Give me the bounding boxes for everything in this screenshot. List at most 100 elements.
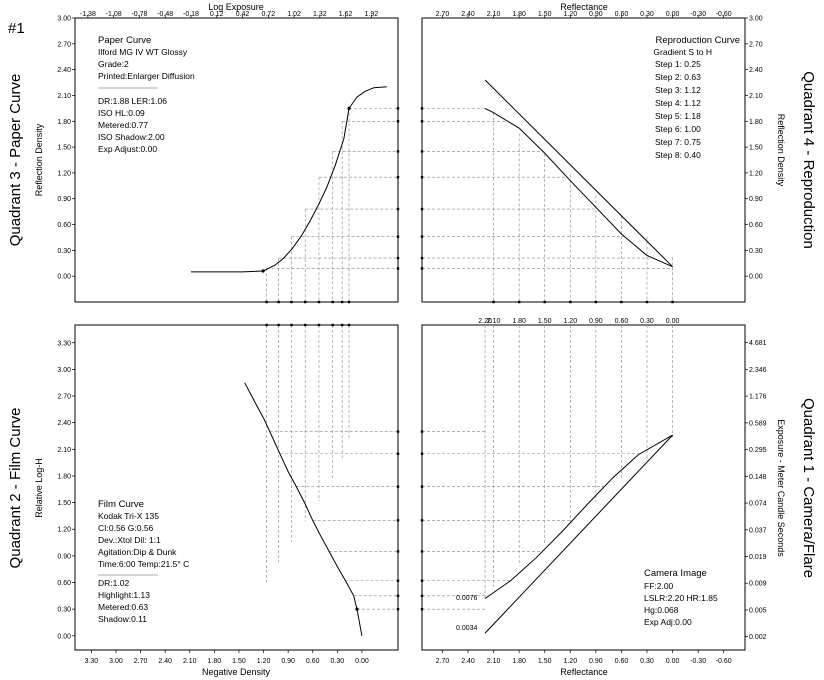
curve-endpoint-marker — [261, 269, 265, 273]
repro-info-line: Step 8: 0.40 — [655, 150, 701, 160]
step-marker — [420, 256, 424, 260]
q1-x-tick-label: 2.70 — [436, 658, 450, 665]
q4-y-tick-label: 2.70 — [749, 41, 763, 48]
q1-x-tick-label: 0.90 — [589, 658, 603, 665]
q1-x-tick-label: 0.30 — [640, 658, 654, 665]
q4-y-tick-label: 0.00 — [749, 274, 763, 281]
q1-x-tick-label: 1.80 — [512, 658, 526, 665]
step-marker — [396, 107, 400, 110]
q2-y-tick-label: 0.30 — [57, 607, 71, 614]
q4-x-tick-label: -0.30 — [690, 11, 706, 18]
step-marker — [290, 300, 293, 304]
q1-y-tick-label: 0.589 — [749, 420, 767, 427]
q2-y-tick-label: 2.40 — [57, 420, 71, 427]
q1-top-tick-label: 0.00 — [666, 318, 680, 325]
step-marker — [620, 300, 623, 304]
q1-y-tick-label: 0.074 — [749, 501, 767, 508]
q3-y-tick-label: 0.00 — [57, 274, 71, 281]
paper-curve-info: Paper Curve Ilford MG IV WT Glossy Grade… — [98, 35, 195, 154]
q1-y-tick-label: 0.037 — [749, 527, 767, 534]
q3-x-tick-label: 1.62 — [339, 11, 353, 18]
q1-x-tick-label: 1.50 — [538, 658, 552, 665]
curve-endpoint-marker — [347, 106, 351, 110]
q1-y-tick-label: 1.176 — [749, 394, 767, 401]
step-marker — [396, 267, 400, 270]
q1-x-tick-label: 2.40 — [461, 658, 475, 665]
flare-curve-line — [484, 434, 673, 599]
step-marker — [290, 323, 293, 327]
q2-y-tick-label: 1.20 — [57, 527, 71, 534]
q1-top-tick-label: 0.30 — [640, 318, 654, 325]
q3-x-tick-label: -0.18 — [183, 11, 199, 18]
paper-info-line: Grade:2 — [98, 59, 129, 69]
q1-top-tick-label: 0.60 — [615, 318, 629, 325]
q3-x-tick-label: 0.42 — [236, 11, 250, 18]
paper-curve-line — [191, 86, 387, 273]
step-marker — [420, 207, 424, 211]
film-info-line: Time:6:00 Temp:21.5° C — [98, 559, 189, 569]
step-marker — [396, 150, 400, 153]
step-marker — [420, 235, 424, 238]
q2-y-tick-label: 1.80 — [57, 473, 71, 480]
step-marker — [304, 300, 307, 304]
repro-info-line: Step 5: 1.18 — [655, 111, 701, 121]
step-markers — [261, 106, 674, 611]
step-marker — [396, 579, 400, 582]
q1-x-tick-label: -0.30 — [690, 658, 706, 665]
step-marker — [420, 485, 424, 488]
camera-info-title: Camera Image — [644, 568, 707, 579]
step-marker — [396, 519, 400, 522]
quadrant-4-label: Quadrant 4 - Reproduction — [800, 71, 817, 249]
q3-y-tick-label: 2.10 — [57, 93, 71, 100]
q2-y-tick-label: 0.00 — [57, 633, 71, 640]
q4-y-tick-label: 1.50 — [749, 145, 763, 152]
q2-y-tick-label: 0.60 — [57, 580, 71, 587]
step-marker — [420, 176, 424, 179]
repro-info-line: Step 4: 1.12 — [655, 98, 701, 108]
q4-y-tick-label: 0.30 — [749, 248, 763, 255]
paper-info-line: Printed:Enlarger Diffusion — [98, 71, 195, 81]
q4-x-tick-label: 0.90 — [589, 11, 603, 18]
q1-top-tick-label: 0.90 — [589, 318, 603, 325]
step-marker — [420, 594, 424, 598]
flare-label-lower: 0.0034 — [456, 625, 478, 632]
q4-x-tick-label: -0.60 — [716, 11, 732, 18]
step-marker — [396, 256, 400, 260]
q2-x-tick-label: 3.00 — [109, 658, 123, 665]
q1-top-tick-label: 2.20 — [478, 318, 492, 325]
q1-x-tick-label: 0.60 — [615, 658, 629, 665]
film-info-line: Dev.:Xtol Dil: 1:1 — [98, 535, 161, 545]
film-info-line: Kodak Tri-X 135 — [98, 511, 159, 521]
step-marker — [347, 300, 351, 304]
paper-info-line: Metered:0.77 — [98, 120, 148, 130]
step-marker — [340, 300, 344, 304]
q4-x-tick-label: 2.70 — [436, 11, 450, 18]
q2-x-tick-label: 1.50 — [232, 658, 246, 665]
step-marker — [396, 485, 400, 488]
q3-y-tick-label: 3.00 — [57, 16, 71, 23]
q1-y-tick-label: 0.005 — [749, 607, 767, 614]
step-marker — [420, 607, 424, 611]
q1-y-tick-label: 0.148 — [749, 474, 767, 481]
camera-info-line: FF:2.00 — [644, 581, 674, 591]
q4-y-axis-title: Reflection Density — [776, 114, 786, 187]
repro-info-title: Reproduction Curve — [656, 35, 741, 46]
q4-y-tick-label: 2.40 — [749, 67, 763, 74]
q1-y-tick-label: 0.019 — [749, 554, 767, 561]
q1-y-axis-title: Exposure - Meter Candle Seconds — [776, 419, 786, 557]
q3-x-tick-label: 0.72 — [261, 11, 275, 18]
repro-info-line: Gradient S to H — [653, 47, 712, 57]
q2-y-tick-label: 1.50 — [57, 500, 71, 507]
step-marker — [396, 594, 400, 598]
q3-x-tick-label: -0.48 — [157, 11, 173, 18]
step-marker — [543, 300, 546, 304]
step-marker — [331, 323, 334, 327]
q2-y-tick-label: 0.90 — [57, 553, 71, 560]
film-info-line: CI:0.56 G:0.56 — [98, 523, 154, 533]
film-info-line: Agitation:Dip & Dunk — [98, 547, 177, 557]
step-marker — [396, 550, 400, 553]
step-marker — [396, 235, 400, 238]
step-marker — [396, 207, 400, 211]
q4-x-tick-label: 0.60 — [615, 11, 629, 18]
